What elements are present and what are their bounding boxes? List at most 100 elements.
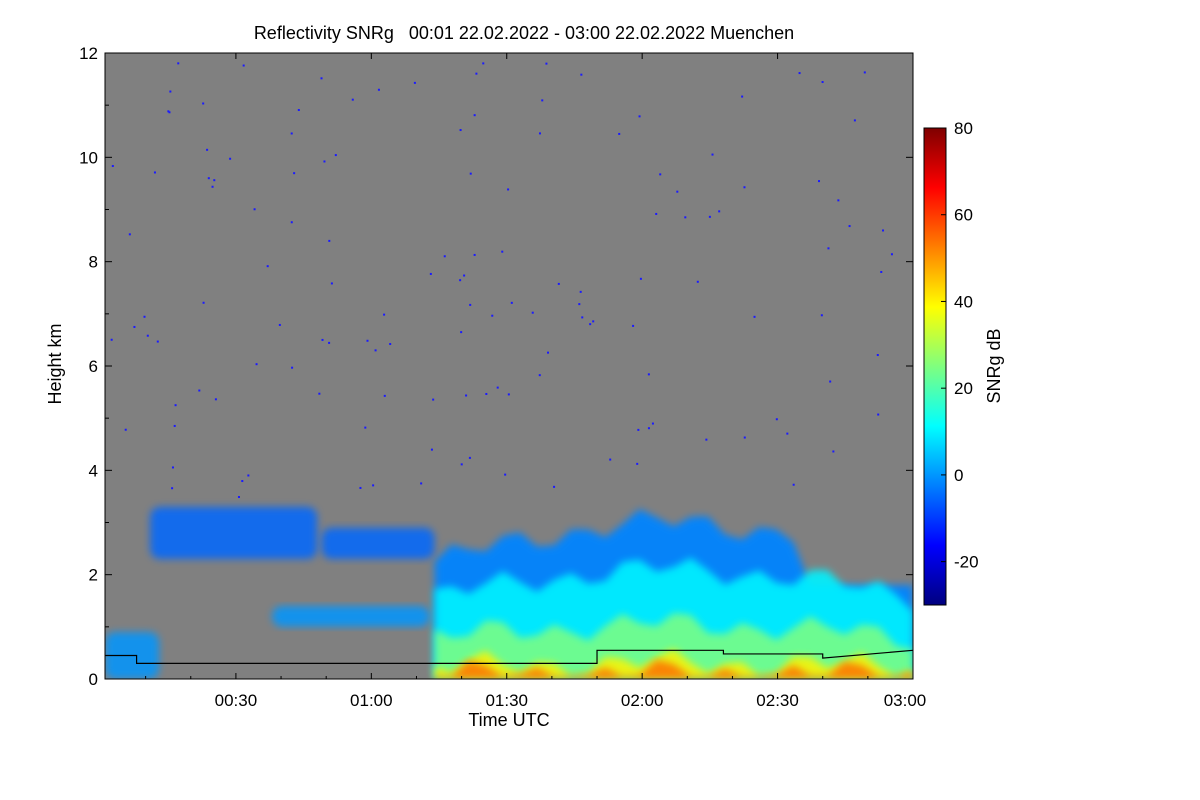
noise-speckle <box>463 274 466 277</box>
noise-speckle <box>475 72 478 75</box>
noise-speckle <box>169 90 172 93</box>
noise-speckle <box>473 253 476 256</box>
noise-speckle <box>637 428 640 431</box>
noise-speckle <box>177 62 180 65</box>
colorbar-label: SNRg dB <box>984 328 1004 403</box>
noise-speckle <box>711 153 714 156</box>
x-tick-label: 03:00 <box>884 691 927 710</box>
noise-speckle <box>429 272 432 275</box>
noise-speckle <box>504 473 507 476</box>
noise-speckle <box>848 225 851 228</box>
noise-speckle <box>579 290 582 293</box>
noise-speckle <box>290 132 293 135</box>
noise-speckle <box>469 303 472 306</box>
y-tick-label: 2 <box>89 566 98 585</box>
noise-speckle <box>198 389 201 392</box>
noise-speckle <box>696 280 699 283</box>
noise-speckle <box>128 233 131 236</box>
noise-speckle <box>214 398 217 401</box>
noise-speckle <box>775 418 778 421</box>
noise-speckle <box>211 185 214 188</box>
noise-speckle <box>743 436 746 439</box>
noise-speckle <box>818 180 821 183</box>
y-tick-label: 10 <box>79 148 98 167</box>
colorbar-tick-label: 0 <box>954 466 963 485</box>
noise-speckle <box>609 458 612 461</box>
noise-speckle <box>291 366 294 369</box>
x-tick-label: 02:00 <box>621 691 664 710</box>
noise-speckle <box>318 392 321 395</box>
x-tick-label: 00:30 <box>215 691 258 710</box>
noise-speckle <box>383 313 386 316</box>
noise-speckle <box>171 487 174 490</box>
noise-speckle <box>255 363 258 366</box>
noise-speckle <box>510 301 513 304</box>
colorbar-tick-label: 40 <box>954 292 973 311</box>
x-axis: 00:30 01:00 01:30 02:00 02:30 03:00 <box>145 53 927 710</box>
noise-speckle <box>293 172 296 175</box>
noise-speckle <box>374 349 377 352</box>
noise-speckle <box>242 64 245 67</box>
noise-speckle <box>538 374 541 377</box>
noise-speckle <box>202 301 205 304</box>
noise-speckle <box>507 393 510 396</box>
noise-speckle <box>420 482 423 485</box>
noise-speckle <box>632 324 635 327</box>
noise-speckles <box>110 62 893 499</box>
noise-speckle <box>832 450 835 453</box>
noise-speckle <box>485 392 488 395</box>
echo-band <box>434 659 913 679</box>
noise-speckle <box>328 239 331 242</box>
noise-speckle <box>684 216 687 219</box>
noise-speckle <box>853 119 856 122</box>
noise-speckle <box>328 341 331 344</box>
noise-speckle <box>821 81 824 84</box>
noise-speckle <box>877 413 880 416</box>
noise-speckle <box>741 95 744 98</box>
noise-speckle <box>501 250 504 253</box>
noise-speckle <box>321 338 324 341</box>
noise-speckle <box>507 188 510 191</box>
noise-speckle <box>383 394 386 397</box>
noise-speckle <box>459 279 462 282</box>
colorbar-tick-label: -20 <box>954 553 979 572</box>
noise-speckle <box>323 160 326 163</box>
x-axis-label: Time UTC <box>468 710 549 730</box>
noise-speckle <box>829 380 832 383</box>
noise-speckle <box>202 102 205 105</box>
y-tick-label: 4 <box>89 461 98 480</box>
noise-speckle <box>366 339 369 342</box>
noise-speckle <box>278 323 281 326</box>
colorbar-tick-label: 80 <box>954 119 973 138</box>
noise-speckle <box>372 484 375 487</box>
noise-speckle <box>133 325 136 328</box>
noise-speckle <box>168 111 171 114</box>
noise-speckle <box>638 115 641 118</box>
noise-speckle <box>297 108 300 111</box>
noise-speckle <box>266 265 269 268</box>
noise-speckle <box>578 303 581 306</box>
noise-speckle <box>482 62 485 65</box>
noise-speckle <box>443 255 446 258</box>
echo-region <box>150 506 318 560</box>
noise-speckle <box>890 253 893 256</box>
echo-region <box>321 527 435 560</box>
noise-speckle <box>334 154 337 157</box>
noise-speckle <box>655 212 658 215</box>
noise-speckle <box>237 496 240 499</box>
noise-speckle <box>589 323 592 326</box>
noise-speckle <box>253 208 256 211</box>
noise-speckle <box>167 110 170 113</box>
boundary-layer-line <box>105 649 913 664</box>
noise-speckle <box>459 129 462 132</box>
echo-region <box>272 605 431 627</box>
noise-speckle <box>659 173 662 176</box>
noise-speckle <box>786 432 789 435</box>
noise-speckle <box>880 270 883 273</box>
noise-speckle <box>124 428 127 431</box>
noise-speckle <box>290 221 293 224</box>
noise-speckle <box>647 427 650 430</box>
noise-speckle <box>753 315 756 318</box>
noise-speckle <box>545 62 548 65</box>
